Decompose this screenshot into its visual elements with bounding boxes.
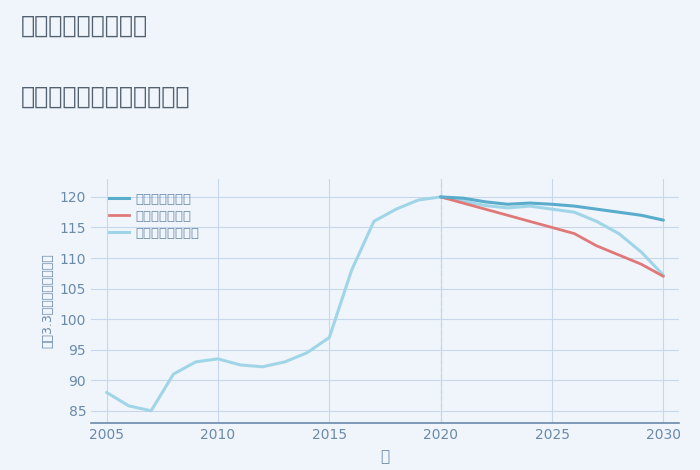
- Text: 兵庫県姫路市庄田の: 兵庫県姫路市庄田の: [21, 14, 148, 38]
- Y-axis label: 坪（3.3㎡）単価（万円）: 坪（3.3㎡）単価（万円）: [41, 253, 54, 348]
- Legend: グッドシナリオ, バッドシナリオ, ノーマルシナリオ: グッドシナリオ, バッドシナリオ, ノーマルシナリオ: [104, 188, 204, 245]
- Text: 中古マンションの価格推移: 中古マンションの価格推移: [21, 85, 190, 109]
- X-axis label: 年: 年: [380, 449, 390, 464]
